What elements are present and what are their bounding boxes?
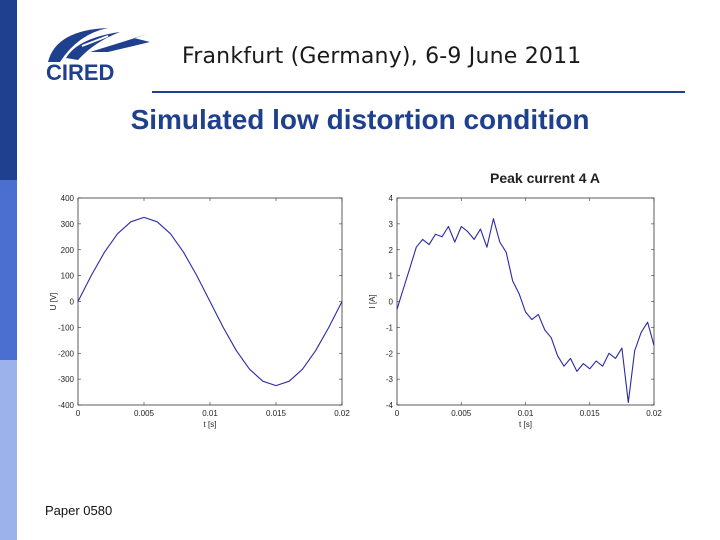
chart-1-xtick-label: 0.005	[451, 409, 472, 418]
chart-1-frame	[396, 197, 655, 406]
logo-text: CIRED	[46, 60, 114, 85]
chart-1-series-0-line	[396, 218, 655, 403]
chart-1-ytick-label: 2	[389, 246, 394, 255]
chart-1-ylabel: I [A]	[368, 294, 377, 308]
sidebar-bars	[0, 0, 17, 540]
chart-0-ytick-label: -100	[58, 323, 75, 332]
event-header: Frankfurt (Germany), 6-9 June 2011	[182, 44, 582, 69]
chart-0-ytick-label: 200	[61, 246, 75, 255]
chart-0-xtick-label: 0.015	[266, 409, 287, 418]
chart-0-ytick-label: 400	[61, 194, 75, 203]
chart-0-ytick-label: -300	[58, 375, 75, 384]
peak-current-annotation: Peak current 4 A	[490, 170, 600, 186]
chart-0-series-0-line	[77, 216, 343, 387]
chart-0-ylabel: U [V]	[49, 293, 58, 311]
cired-logo: CIRED	[46, 28, 150, 85]
chart-1-xtick-label: 0	[395, 409, 400, 418]
chart-1-ytick-label: 3	[389, 220, 394, 229]
slide-title: Simulated low distortion condition	[130, 104, 590, 135]
chart-0-xtick-label: 0.02	[334, 409, 350, 418]
chart-1-ytick-label: -2	[386, 349, 394, 358]
sidebar-bar-light	[0, 360, 17, 540]
chart-1-ytick-label: -3	[386, 375, 394, 384]
chart-1-ytick-label: 1	[389, 272, 394, 281]
chart-0-ytick-label: -400	[58, 401, 75, 410]
chart-1-xtick-label: 0.01	[518, 409, 534, 418]
chart-0-xtick-label: 0	[76, 409, 81, 418]
chart-1-ytick-label: 0	[389, 298, 394, 307]
chart-1-ytick-label: 4	[389, 194, 394, 203]
chart-0-ytick-label: 0	[70, 298, 75, 307]
chart-0-xlabel: t [s]	[204, 420, 217, 429]
sidebar-bar-mid	[0, 180, 17, 360]
chart-0-ytick-label: 300	[61, 220, 75, 229]
paper-number: Paper 0580	[45, 503, 113, 518]
chart-1-xlabel: t [s]	[519, 420, 532, 429]
chart-0-ytick-label: 100	[61, 272, 75, 281]
chart-0-xtick-label: 0.005	[134, 409, 155, 418]
sidebar-bar-dark	[0, 0, 17, 180]
chart-0-ytick-label: -200	[58, 349, 75, 358]
chart-1-xtick-label: 0.015	[580, 409, 601, 418]
chart-1-ytick-label: -1	[386, 323, 394, 332]
chart-1-xtick-label: 0.02	[646, 409, 662, 418]
header-rule	[152, 91, 685, 93]
chart-0-xtick-label: 0.01	[202, 409, 218, 418]
chart-1-ytick-label: -4	[386, 401, 394, 410]
